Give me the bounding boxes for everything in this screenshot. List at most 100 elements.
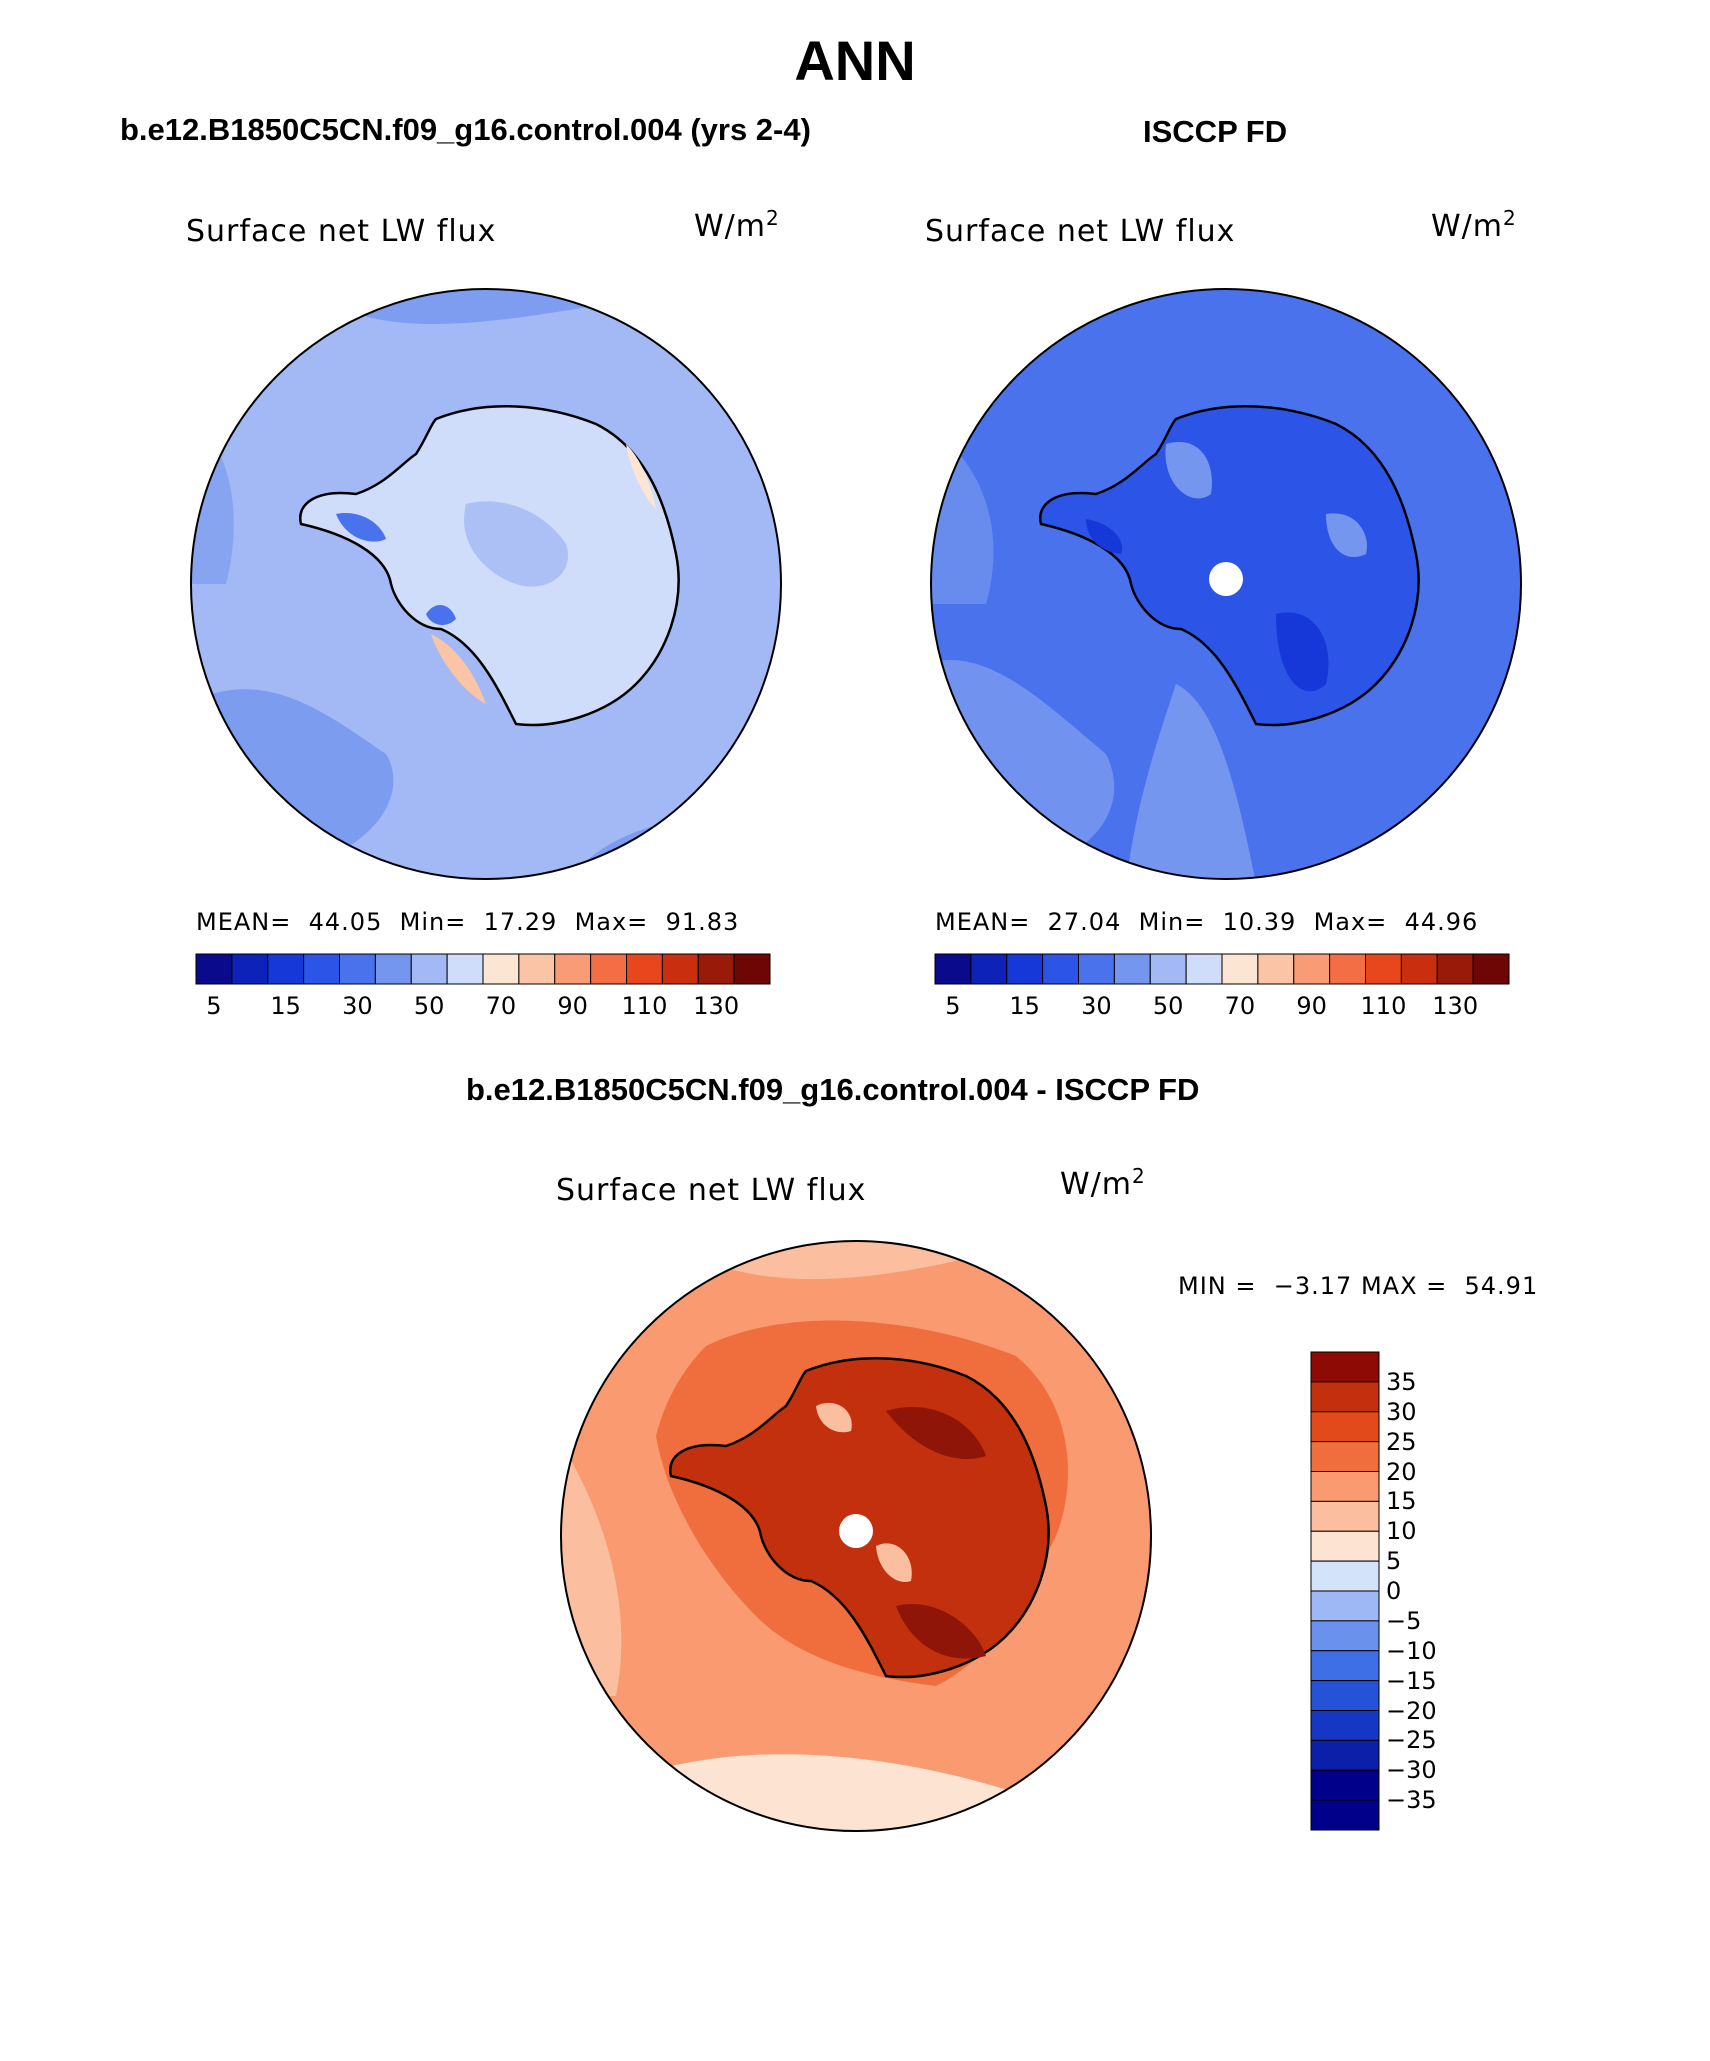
pole-missing-data xyxy=(1209,562,1243,596)
colorbar-swatch xyxy=(339,953,376,985)
colorbar-swatch xyxy=(1310,1411,1380,1443)
colorbar-swatch xyxy=(1310,1530,1380,1562)
colorbar-tick-label: 5 xyxy=(945,992,961,1020)
colorbar-swatch xyxy=(1078,953,1115,985)
colorbar-tick-label: 20 xyxy=(1386,1457,1417,1486)
colorbar-tick-label: 130 xyxy=(1432,992,1479,1020)
colorbar-swatch xyxy=(733,953,771,985)
colorbar-swatch xyxy=(1310,1799,1380,1831)
colorbar-tick-label: −35 xyxy=(1386,1786,1437,1815)
panel-obs-polar-map xyxy=(930,288,1522,880)
colorbar-tick-label: 90 xyxy=(1296,992,1327,1020)
colorbar-swatch xyxy=(1400,953,1438,985)
colorbar-swatch xyxy=(1185,953,1223,985)
colorbar-swatch xyxy=(1310,1680,1380,1712)
colorbar-swatch xyxy=(374,953,412,985)
colorbar-swatch xyxy=(1310,1381,1380,1413)
panel-model-stats: MEAN= 44.05 Min= 17.29 Max= 91.83 xyxy=(196,908,740,936)
colorbar-swatch xyxy=(626,953,663,985)
map-field-patch xyxy=(886,1407,986,1459)
colorbar-tick-label: 15 xyxy=(1009,992,1040,1020)
colorbar-swatch xyxy=(446,953,484,985)
panel-model-variable-label: Surface net LW flux xyxy=(186,214,497,249)
colorbar-swatch xyxy=(518,953,556,985)
colorbar-swatch xyxy=(1310,1739,1380,1771)
colorbar-swatch xyxy=(590,953,628,985)
colorbar-tick-label: 110 xyxy=(621,992,668,1020)
colorbar-swatch xyxy=(697,953,735,985)
colorbar-swatch xyxy=(1329,953,1367,985)
panel-obs-subtitle: ISCCP FD xyxy=(1143,114,1288,149)
colorbar-swatch xyxy=(1310,1620,1380,1652)
colorbar-swatch xyxy=(970,953,1008,985)
colorbar-tick-label: 30 xyxy=(342,992,373,1020)
map-field-patch xyxy=(336,513,386,542)
colorbar-swatch xyxy=(195,953,233,985)
map-boundary-circle xyxy=(190,288,782,880)
map-field-patch xyxy=(464,501,568,587)
colorbar-tick-label: 50 xyxy=(1152,992,1184,1020)
panel-diff-colorbar-ticks: 35 30 25 20 15 10 5 0 −5 −10 −15 −20 −25 −30 −35 xyxy=(1386,1352,1466,1830)
panel-obs-colorbar-ticks: 5 15 30 50 70 90 110 130 xyxy=(935,992,1509,1022)
map-field-patch xyxy=(1276,612,1329,692)
colorbar-tick-label: −15 xyxy=(1386,1666,1437,1695)
colorbar-tick-label: 70 xyxy=(1224,992,1256,1020)
colorbar-swatch xyxy=(1293,953,1331,985)
colorbar-tick-label: 30 xyxy=(1386,1397,1417,1426)
colorbar-tick-label: −20 xyxy=(1386,1696,1437,1725)
panel-model-colorbar-ticks: 5 15 30 50 70 90 110 130 xyxy=(196,992,770,1022)
panel-diff-subtitle: b.e12.B1850C5CN.f09_g16.control.004 - IS… xyxy=(466,1072,1200,1107)
colorbar-swatch xyxy=(661,953,699,985)
colorbar-swatch xyxy=(1310,1650,1380,1682)
colorbar-swatch xyxy=(1113,953,1151,985)
colorbar-swatch xyxy=(934,953,972,985)
colorbar-tick-label: 50 xyxy=(413,992,445,1020)
colorbar-tick-label: 25 xyxy=(1386,1427,1417,1456)
map-field-patch xyxy=(626,444,656,509)
panel-obs-stats: MEAN= 27.04 Min= 10.39 Max= 44.96 xyxy=(935,908,1479,936)
colorbar-tick-label: 15 xyxy=(270,992,301,1020)
colorbar-swatch xyxy=(1310,1351,1380,1383)
colorbar-swatch xyxy=(267,953,305,985)
panel-obs-variable-label: Surface net LW flux xyxy=(925,214,1236,249)
panel-diff-polar-map xyxy=(560,1240,1152,1832)
colorbar-tick-label: 110 xyxy=(1360,992,1407,1020)
pole-missing-data xyxy=(839,1514,873,1548)
colorbar-tick-label: 0 xyxy=(1386,1577,1402,1605)
colorbar-tick-label: 35 xyxy=(1386,1367,1417,1396)
panel-model-subtitle: b.e12.B1850C5CN.f09_g16.control.004 (yrs… xyxy=(120,112,811,147)
colorbar-swatch xyxy=(482,953,520,985)
colorbar-swatch xyxy=(1365,953,1402,985)
panel-model-polar-map xyxy=(190,288,782,880)
panel-diff-minmax: MIN = −3.17 MAX = 54.91 xyxy=(1178,1272,1539,1300)
map-field-patch xyxy=(1326,513,1367,558)
map-boundary-circle xyxy=(560,1240,1152,1832)
map-field-patch xyxy=(896,1604,986,1659)
colorbar-swatch xyxy=(1310,1500,1380,1532)
colorbar-tick-label: 5 xyxy=(1386,1547,1402,1576)
colorbar-tick-label: 5 xyxy=(206,992,222,1020)
colorbar-swatch xyxy=(1310,1769,1380,1801)
map-field-patch xyxy=(876,1543,912,1582)
map-boundary-circle xyxy=(930,288,1522,880)
panel-obs-colorbar xyxy=(934,953,1510,985)
colorbar-tick-label: 10 xyxy=(1386,1517,1417,1546)
colorbar-swatch xyxy=(1472,953,1510,985)
colorbar-swatch xyxy=(554,953,592,985)
colorbar-swatch xyxy=(1042,953,1080,985)
panel-diff-variable-label: Surface net LW flux xyxy=(556,1173,867,1208)
colorbar-swatch xyxy=(1310,1471,1380,1502)
map-field-patch xyxy=(426,604,456,626)
colorbar-tick-label: 90 xyxy=(557,992,588,1020)
colorbar-tick-label: 70 xyxy=(485,992,517,1020)
colorbar-swatch xyxy=(303,953,341,985)
colorbar-swatch xyxy=(410,953,448,985)
map-field-patch xyxy=(431,634,486,704)
colorbar-tick-label: −25 xyxy=(1386,1726,1437,1755)
colorbar-swatch xyxy=(231,953,269,985)
map-field-patch xyxy=(1086,519,1123,554)
colorbar-tick-label: 15 xyxy=(1386,1487,1417,1516)
panel-diff-units: W/m2 xyxy=(1060,1164,1146,1202)
colorbar-swatch xyxy=(1221,953,1259,985)
colorbar-swatch xyxy=(1436,953,1474,985)
